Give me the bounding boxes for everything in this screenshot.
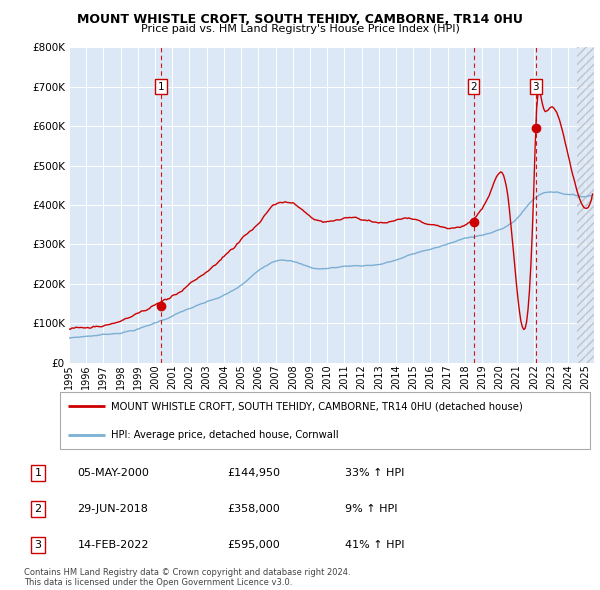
Text: 1: 1	[158, 81, 164, 91]
Text: Contains HM Land Registry data © Crown copyright and database right 2024.
This d: Contains HM Land Registry data © Crown c…	[24, 568, 350, 587]
Text: Price paid vs. HM Land Registry's House Price Index (HPI): Price paid vs. HM Land Registry's House …	[140, 24, 460, 34]
Text: 05-MAY-2000: 05-MAY-2000	[77, 468, 149, 478]
Text: 1: 1	[35, 468, 41, 478]
Text: 29-JUN-2018: 29-JUN-2018	[77, 504, 148, 514]
Text: MOUNT WHISTLE CROFT, SOUTH TEHIDY, CAMBORNE, TR14 0HU (detached house): MOUNT WHISTLE CROFT, SOUTH TEHIDY, CAMBO…	[111, 401, 523, 411]
Text: HPI: Average price, detached house, Cornwall: HPI: Average price, detached house, Corn…	[111, 430, 338, 440]
Text: 3: 3	[533, 81, 539, 91]
Text: £358,000: £358,000	[227, 504, 280, 514]
Text: £595,000: £595,000	[227, 540, 280, 550]
FancyBboxPatch shape	[59, 392, 590, 449]
Text: MOUNT WHISTLE CROFT, SOUTH TEHIDY, CAMBORNE, TR14 0HU: MOUNT WHISTLE CROFT, SOUTH TEHIDY, CAMBO…	[77, 13, 523, 26]
Text: 2: 2	[35, 504, 41, 514]
Bar	[577, 47, 594, 363]
Text: 2: 2	[470, 81, 477, 91]
Text: 14-FEB-2022: 14-FEB-2022	[77, 540, 149, 550]
Text: 3: 3	[35, 540, 41, 550]
Text: 33% ↑ HPI: 33% ↑ HPI	[346, 468, 405, 478]
Text: 41% ↑ HPI: 41% ↑ HPI	[346, 540, 405, 550]
Text: £144,950: £144,950	[227, 468, 280, 478]
Text: 9% ↑ HPI: 9% ↑ HPI	[346, 504, 398, 514]
